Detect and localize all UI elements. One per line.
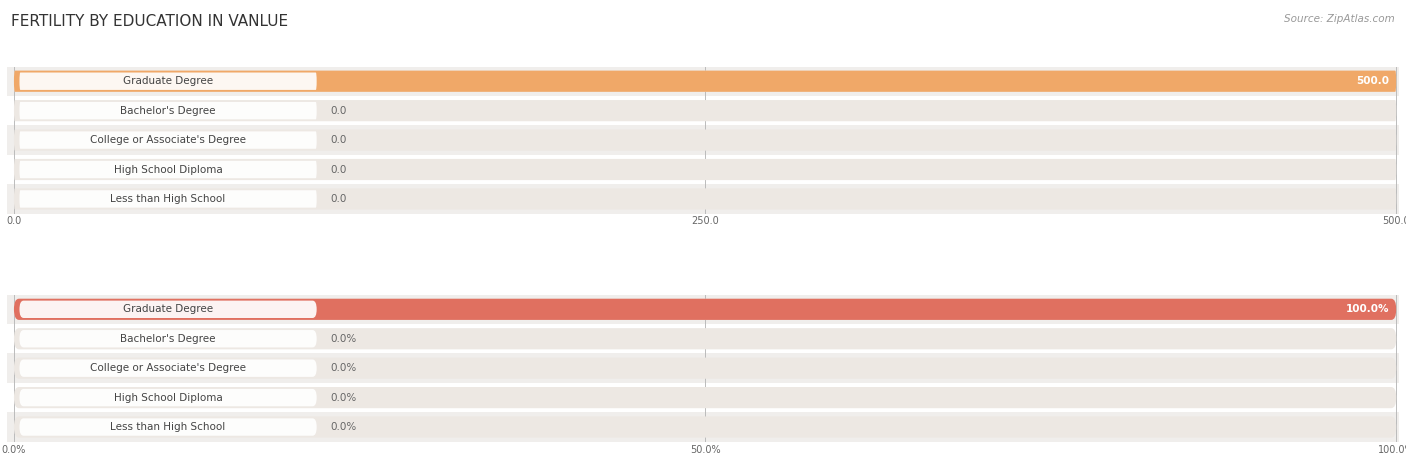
Bar — [7, 96, 1399, 125]
Text: Source: ZipAtlas.com: Source: ZipAtlas.com — [1284, 14, 1395, 24]
Bar — [7, 184, 1399, 214]
Text: Less than High School: Less than High School — [111, 194, 226, 204]
Bar — [7, 412, 1399, 442]
FancyBboxPatch shape — [20, 360, 316, 377]
Text: Graduate Degree: Graduate Degree — [122, 304, 214, 314]
FancyBboxPatch shape — [14, 71, 1396, 92]
Text: 0.0%: 0.0% — [330, 334, 357, 344]
Text: Bachelor's Degree: Bachelor's Degree — [121, 105, 215, 115]
Bar — [7, 294, 1399, 324]
Bar — [7, 383, 1399, 412]
Text: 0.0: 0.0 — [330, 105, 347, 115]
FancyBboxPatch shape — [14, 159, 1396, 180]
FancyBboxPatch shape — [20, 330, 316, 347]
FancyBboxPatch shape — [20, 418, 316, 436]
FancyBboxPatch shape — [14, 299, 1396, 320]
Text: 0.0: 0.0 — [330, 164, 347, 174]
Bar — [7, 155, 1399, 184]
FancyBboxPatch shape — [14, 71, 1396, 92]
Bar — [7, 324, 1399, 353]
FancyBboxPatch shape — [20, 73, 316, 90]
Text: 0.0: 0.0 — [330, 194, 347, 204]
FancyBboxPatch shape — [20, 161, 316, 178]
FancyBboxPatch shape — [14, 417, 1396, 437]
Text: High School Diploma: High School Diploma — [114, 393, 222, 403]
FancyBboxPatch shape — [20, 389, 316, 406]
FancyBboxPatch shape — [14, 189, 1396, 209]
FancyBboxPatch shape — [20, 190, 316, 208]
Text: 500.0: 500.0 — [1357, 76, 1389, 86]
Text: Graduate Degree: Graduate Degree — [122, 76, 214, 86]
Text: 100.0%: 100.0% — [1346, 304, 1389, 314]
Text: College or Associate's Degree: College or Associate's Degree — [90, 135, 246, 145]
Text: Bachelor's Degree: Bachelor's Degree — [121, 334, 215, 344]
Text: High School Diploma: High School Diploma — [114, 164, 222, 174]
Bar — [7, 66, 1399, 96]
Text: Less than High School: Less than High School — [111, 422, 226, 432]
Text: 0.0%: 0.0% — [330, 422, 357, 432]
FancyBboxPatch shape — [14, 299, 1396, 320]
FancyBboxPatch shape — [20, 132, 316, 149]
Text: College or Associate's Degree: College or Associate's Degree — [90, 363, 246, 373]
Text: 0.0%: 0.0% — [330, 393, 357, 403]
FancyBboxPatch shape — [20, 301, 316, 318]
FancyBboxPatch shape — [14, 387, 1396, 408]
FancyBboxPatch shape — [14, 358, 1396, 379]
Text: FERTILITY BY EDUCATION IN VANLUE: FERTILITY BY EDUCATION IN VANLUE — [11, 14, 288, 29]
FancyBboxPatch shape — [20, 102, 316, 119]
Text: 0.0: 0.0 — [330, 135, 347, 145]
FancyBboxPatch shape — [14, 100, 1396, 121]
FancyBboxPatch shape — [14, 328, 1396, 349]
FancyBboxPatch shape — [14, 130, 1396, 151]
Bar — [7, 353, 1399, 383]
Text: 0.0%: 0.0% — [330, 363, 357, 373]
Bar — [7, 125, 1399, 155]
